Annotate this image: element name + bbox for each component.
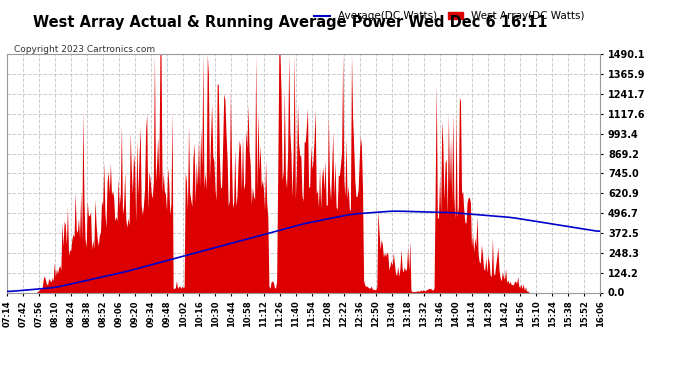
Text: West Array Actual & Running Average Power Wed Dec 6 16:11: West Array Actual & Running Average Powe… bbox=[32, 15, 547, 30]
Text: Copyright 2023 Cartronics.com: Copyright 2023 Cartronics.com bbox=[14, 45, 155, 54]
Legend: Average(DC Watts), West Array(DC Watts): Average(DC Watts), West Array(DC Watts) bbox=[310, 7, 589, 26]
